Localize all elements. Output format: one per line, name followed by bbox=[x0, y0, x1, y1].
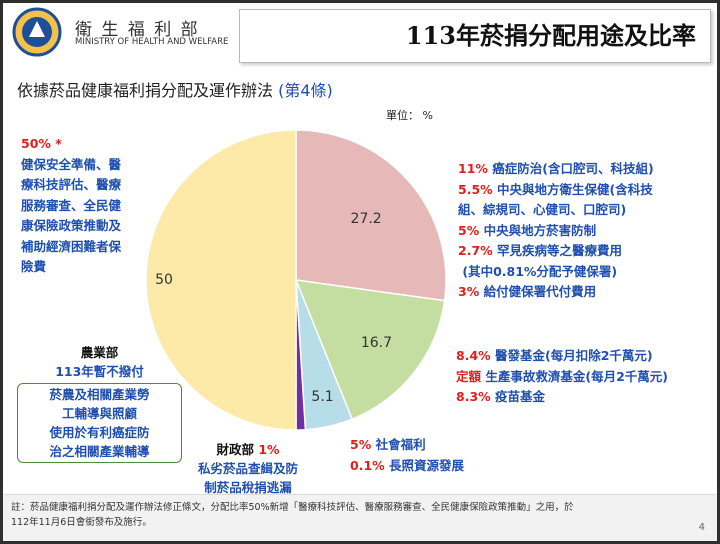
annotation-text: 生產事故救濟基金(每月2千萬元) bbox=[481, 368, 668, 384]
annotation-text: 康保險政策推動及 bbox=[21, 218, 122, 233]
agriculture-measure: 使用於有利癌症防 bbox=[49, 425, 150, 440]
agriculture-box: 菸農及相關產業勞 工輔導與照顧 使用於有利癌症防 治之相關產業輔導 bbox=[17, 383, 182, 463]
title: 113年菸捐分配用途及比率 bbox=[405, 21, 696, 50]
pie-slice bbox=[145, 129, 297, 431]
annotation-text: 罕見疾病等之醫療費用 bbox=[492, 243, 623, 258]
annotation-text: 3% bbox=[458, 284, 480, 299]
slice-label: 5.1 bbox=[311, 389, 333, 405]
annotation-line: 定額 生產事故救濟基金(每月2千萬元) bbox=[456, 367, 668, 388]
agriculture-measure: 治之相關產業輔導 bbox=[49, 444, 150, 459]
agriculture-note: 農業部 113年暫不撥付 菸農及相關產業勞 工輔導與照顧 使用於有利癌症防 治之相關產… bbox=[17, 343, 182, 463]
annotation-line: 服務審查、全民健 bbox=[21, 196, 121, 217]
annotation-text: 給付健保署代付費用 bbox=[479, 284, 597, 299]
annotation-line: 組、綜規司、心健司、口腔司) bbox=[458, 200, 654, 221]
logo bbox=[12, 7, 62, 57]
annotation: 5% 社會福利 0.1% 長照資源發展 bbox=[350, 435, 464, 476]
annotation-line: 補助經濟困難者保 bbox=[21, 237, 121, 258]
slice-label: 16.7 bbox=[361, 335, 392, 351]
annotation-line: 私劣菸品查緝及防 bbox=[198, 459, 298, 478]
annotation-line: 2.7% 罕見疾病等之醫療費用 bbox=[458, 241, 654, 262]
subtitle-ref: (第4條) bbox=[278, 81, 333, 100]
annotation: 8.4% 醫發基金(每月扣除2千萬元) 定額 生產事故救濟基金(每月2千萬元) 8.… bbox=[456, 346, 668, 408]
annotation-line: 50% * bbox=[21, 134, 121, 155]
slide: 衛 生 福 利 部 MINISTRY OF HEALTH AND WELFARE… bbox=[3, 3, 717, 541]
annotation-text: 長照資源發展 bbox=[384, 457, 465, 473]
annotation-text: 5% bbox=[350, 437, 372, 452]
annotation: 財政部 1% 私劣菸品查緝及防 制菸品稅捐逃漏 bbox=[198, 440, 298, 497]
annotation-line: 療科技評估、醫療 bbox=[21, 175, 121, 196]
agriculture-status: 113年暫不撥付 bbox=[55, 364, 144, 379]
annotation-text: 險費 bbox=[21, 259, 47, 274]
annotation-line: 5% 中央與地方菸害防制 bbox=[458, 221, 654, 242]
annotation-line: 8.4% 醫發基金(每月扣除2千萬元) bbox=[456, 346, 668, 367]
annotation-text: 50% * bbox=[21, 136, 62, 151]
annotation-text: 1% bbox=[253, 442, 280, 457]
annotation-text: 補助經濟困難者保 bbox=[21, 238, 122, 254]
subtitle: 依據菸品健康福利捐分配及運作辦法 (第4條) bbox=[17, 77, 333, 101]
slice-label: 27.2 bbox=[351, 211, 382, 227]
annotation-text: 0.1% bbox=[350, 457, 385, 473]
annotation-line: 險費 bbox=[21, 257, 121, 278]
annotation-line: 11% 癌症防治(含口腔司、科技組) bbox=[458, 159, 654, 180]
annotation-line: 8.3% 疫苗基金 bbox=[456, 387, 668, 408]
org-name: 衛 生 福 利 部 bbox=[75, 20, 200, 40]
annotation-text: 社會福利 bbox=[371, 437, 426, 452]
annotation-text: 8.4% bbox=[456, 348, 491, 363]
annotation-text: 醫發基金(每月扣除2千萬元) bbox=[490, 348, 653, 363]
annotation-line: 健保安全準備、醫 bbox=[21, 155, 121, 176]
logo-emblem bbox=[29, 21, 45, 37]
annotation-text: 中央與地方菸害防制 bbox=[479, 222, 597, 238]
annotation-line: 0.1% 長照資源發展 bbox=[350, 456, 464, 477]
pie-slice bbox=[294, 279, 446, 421]
annotation: 50% * 健保安全準備、醫 療科技評估、醫療 服務審查、全民健 康保險政策推動及 補助經… bbox=[21, 134, 121, 278]
pie-slice bbox=[295, 129, 447, 302]
annotation-line: 制菸品稅捐逃漏 bbox=[198, 478, 298, 497]
footnote-line: 註：菸品健康福利捐分配及運作辦法修正條文，分配比率50%新增「醫療科技評估、醫療… bbox=[11, 502, 574, 513]
annotation-text: 療科技評估、醫療 bbox=[21, 177, 122, 192]
pie-chart: 27.216.75.1150 bbox=[145, 129, 447, 431]
annotation-text: 11% bbox=[458, 161, 488, 176]
annotation-text: 健保安全準備、醫 bbox=[21, 156, 122, 172]
annotation: 11% 癌症防治(含口腔司、科技組) 5.5% 中央與地方衛生保健(含科技 組、綜規… bbox=[458, 159, 654, 303]
annotation-line: 財政部 1% bbox=[198, 440, 298, 459]
annotation-text: 財政部 bbox=[216, 442, 254, 457]
annotation-text: 5% bbox=[458, 222, 480, 238]
agriculture-measure: 菸農及相關產業勞 bbox=[49, 387, 150, 402]
footnote-line: 112年11月6日會銜發布及施行。 bbox=[11, 517, 152, 528]
annotation-text: 癌症防治(含口腔司、科技組) bbox=[487, 161, 654, 176]
annotation-text: 中央與地方衛生保健(含科技 bbox=[492, 181, 653, 197]
agriculture-measure: 工輔導與照顧 bbox=[61, 406, 137, 421]
annotation-text: (其中0.81%分配予健保署) bbox=[458, 263, 618, 279]
annotation-text: 8.3% bbox=[456, 389, 491, 404]
annotation-text: 制菸品稅捐逃漏 bbox=[204, 480, 292, 495]
annotation-text: 5.5% bbox=[458, 181, 493, 197]
slice-label: 50 bbox=[155, 272, 173, 288]
annotation-text: 組、綜規司、心健司、口腔司) bbox=[458, 202, 627, 217]
page-number: 4 bbox=[698, 522, 705, 533]
annotation-text: 服務審查、全民健 bbox=[21, 197, 122, 213]
footnote: 註：菸品健康福利捐分配及運作辦法修正條文，分配比率50%新增「醫療科技評估、醫療… bbox=[3, 494, 717, 541]
annotation-line: 5% 社會福利 bbox=[350, 435, 464, 456]
annotation-line: 5.5% 中央與地方衛生保健(含科技 bbox=[458, 180, 654, 201]
annotation-text: 2.7% bbox=[458, 243, 493, 258]
annotation-line: 康保險政策推動及 bbox=[21, 216, 121, 237]
annotation-text: 私劣菸品查緝及防 bbox=[198, 461, 299, 476]
annotation-line: (其中0.81%分配予健保署) bbox=[458, 262, 654, 283]
subtitle-text: 依據菸品健康福利捐分配及運作辦法 bbox=[17, 81, 274, 100]
agriculture-head: 農業部 bbox=[80, 345, 119, 360]
unit-label: 單位： % bbox=[386, 109, 433, 122]
annotation-text: 疫苗基金 bbox=[490, 389, 546, 404]
annotation-line: 3% 給付健保署代付費用 bbox=[458, 282, 654, 303]
annotation-text: 定額 bbox=[456, 368, 482, 384]
org-name-en: MINISTRY OF HEALTH AND WELFARE bbox=[75, 37, 229, 47]
title-box: 113年菸捐分配用途及比率 bbox=[239, 9, 711, 63]
